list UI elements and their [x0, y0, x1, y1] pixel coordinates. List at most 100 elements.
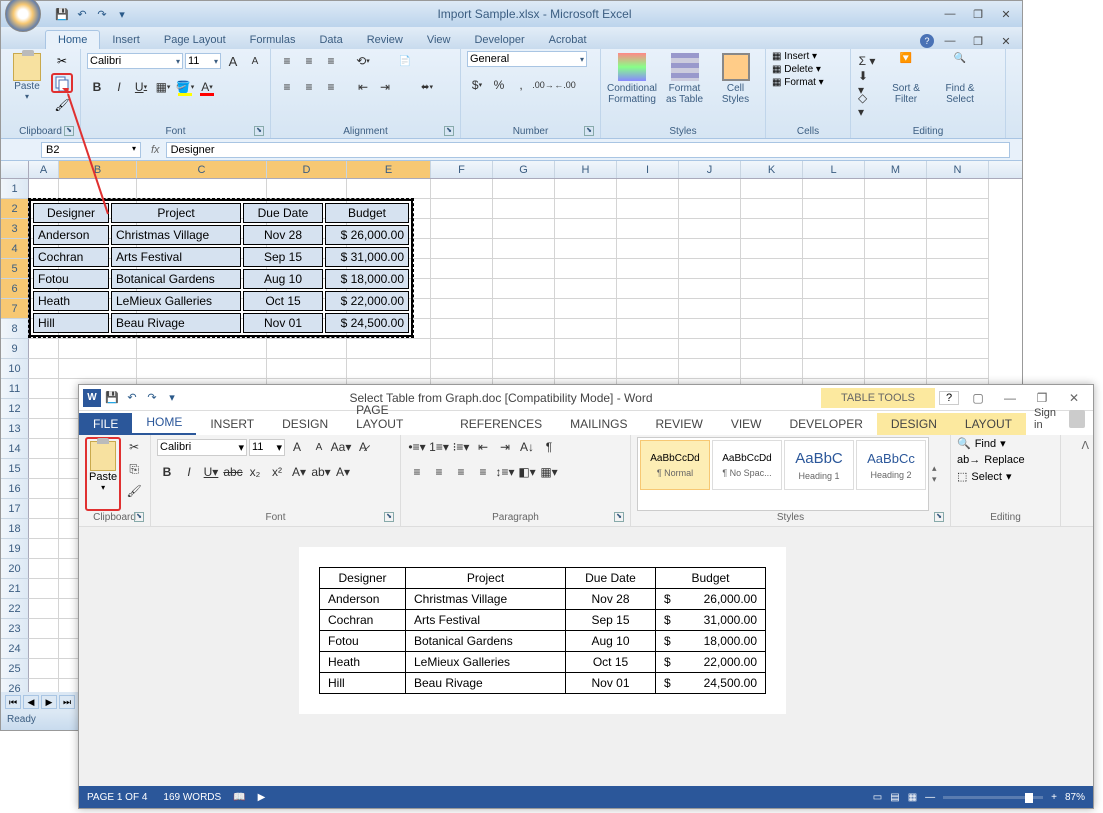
percent-format-icon[interactable]: %: [489, 75, 509, 95]
underline-button[interactable]: U▾: [131, 77, 151, 97]
word-data-table[interactable]: DesignerProjectDue DateBudgetAndersonChr…: [319, 567, 766, 694]
copy-button[interactable]: [51, 73, 73, 93]
word-text-effects[interactable]: A▾: [289, 462, 309, 482]
replace-button[interactable]: ab→ Replace: [957, 454, 1025, 466]
align-center[interactable]: ≡: [429, 462, 449, 482]
row-header-2[interactable]: 2: [1, 199, 29, 219]
zoom-level[interactable]: 87%: [1065, 792, 1085, 803]
row-header-9[interactable]: 9: [1, 339, 29, 359]
row-header-5[interactable]: 5: [1, 259, 29, 279]
alignment-dialog-launcher[interactable]: ⬊: [444, 126, 454, 136]
numbering-icon[interactable]: 1≡▾: [429, 437, 449, 457]
column-header-I[interactable]: I: [617, 161, 679, 178]
row-header-24[interactable]: 24: [1, 639, 29, 659]
sign-in-link[interactable]: Sign in: [1026, 403, 1093, 435]
style-heading-2[interactable]: AaBbCcHeading 2: [856, 440, 926, 490]
word-tab-insert[interactable]: INSERT: [196, 413, 268, 435]
fill-icon[interactable]: ⬇ ▾: [857, 73, 877, 93]
column-header-E[interactable]: E: [347, 161, 431, 178]
word-tab-page-layout[interactable]: PAGE LAYOUT: [342, 399, 446, 435]
doc-close-button[interactable]: ✕: [994, 33, 1018, 49]
row-header-1[interactable]: 1: [1, 179, 29, 199]
qat-customize-icon[interactable]: ▾: [113, 5, 131, 23]
borders-btn[interactable]: ▦▾: [539, 462, 559, 482]
word-tab-references[interactable]: REFERENCES: [446, 413, 556, 435]
column-header-H[interactable]: H: [555, 161, 617, 178]
tab-developer[interactable]: Developer: [462, 31, 536, 49]
borders-icon[interactable]: ▦▾: [153, 77, 173, 97]
align-right[interactable]: ≡: [451, 462, 471, 482]
column-header-D[interactable]: D: [267, 161, 347, 178]
zoom-slider[interactable]: [943, 796, 1043, 799]
view-print-icon[interactable]: ▤: [890, 792, 899, 803]
line-spacing-icon[interactable]: ↕≡▾: [495, 462, 515, 482]
orientation-icon[interactable]: ⟲▾: [353, 51, 373, 71]
word-styles-launcher[interactable]: ⬊: [934, 512, 944, 522]
word-highlight[interactable]: ab▾: [311, 462, 331, 482]
word-tab-mailings[interactable]: MAILINGS: [556, 413, 641, 435]
row-header-13[interactable]: 13: [1, 419, 29, 439]
row-header-12[interactable]: 12: [1, 399, 29, 419]
autosum-icon[interactable]: Σ ▾: [857, 51, 877, 71]
word-font-combo[interactable]: Calibri▾: [157, 439, 247, 456]
word-format-painter-icon[interactable]: 🖌: [124, 481, 144, 501]
shading-icon[interactable]: ◧▾: [517, 462, 537, 482]
row-header-18[interactable]: 18: [1, 519, 29, 539]
inc-indent-icon[interactable]: ⇥: [495, 437, 515, 457]
row-header-19[interactable]: 19: [1, 539, 29, 559]
column-header-J[interactable]: J: [679, 161, 741, 178]
word-paste-button[interactable]: Paste ▾: [85, 437, 121, 511]
align-right-icon[interactable]: ≡: [321, 77, 341, 97]
undo-icon[interactable]: ↶: [73, 5, 91, 23]
tab-acrobat[interactable]: Acrobat: [537, 31, 599, 49]
formula-input[interactable]: Designer: [166, 142, 1010, 158]
column-header-L[interactable]: L: [803, 161, 865, 178]
word-shrink-font[interactable]: A: [309, 437, 329, 457]
sort-icon[interactable]: A↓: [517, 437, 537, 457]
word-italic[interactable]: I: [179, 462, 199, 482]
align-bottom-icon[interactable]: ≡: [321, 51, 341, 71]
tab-review[interactable]: Review: [355, 31, 415, 49]
word-undo-icon[interactable]: ↶: [123, 389, 141, 407]
word-superscript[interactable]: x²: [267, 462, 287, 482]
select-button[interactable]: ⬚ Select ▾: [957, 470, 1025, 483]
name-box[interactable]: B2▾: [41, 142, 141, 158]
word-tab-design[interactable]: DESIGN: [268, 413, 342, 435]
column-header-M[interactable]: M: [865, 161, 927, 178]
word-clear-format[interactable]: A̷: [353, 437, 373, 457]
word-tab-table-design[interactable]: DESIGN: [877, 413, 951, 435]
shrink-font-icon[interactable]: A: [245, 51, 265, 71]
row-header-10[interactable]: 10: [1, 359, 29, 379]
number-dialog-launcher[interactable]: ⬊: [584, 126, 594, 136]
increase-decimal-icon[interactable]: .00→: [533, 75, 553, 95]
sort-filter-button[interactable]: 🔽 Sort & Filter: [881, 51, 931, 107]
word-save-icon[interactable]: 💾: [103, 389, 121, 407]
cell-styles-button[interactable]: Cell Styles: [712, 51, 759, 107]
format-painter-icon[interactable]: 🖌: [51, 95, 73, 115]
sheet-nav-last[interactable]: ⏭: [59, 695, 75, 709]
macro-icon[interactable]: ▶: [258, 792, 266, 803]
tab-data[interactable]: Data: [307, 31, 354, 49]
word-grow-font[interactable]: A: [287, 437, 307, 457]
word-tab-view[interactable]: VIEW: [717, 413, 776, 435]
cut-icon[interactable]: ✂: [51, 51, 73, 71]
view-web-icon[interactable]: ▦: [908, 792, 917, 803]
number-format-combo[interactable]: General▾: [467, 51, 587, 67]
font-dialog-launcher[interactable]: ⬊: [254, 126, 264, 136]
align-top-icon[interactable]: ≡: [277, 51, 297, 71]
tab-formulas[interactable]: Formulas: [238, 31, 308, 49]
word-tab-home[interactable]: HOME: [132, 411, 196, 435]
align-middle-icon[interactable]: ≡: [299, 51, 319, 71]
column-header-B[interactable]: B: [59, 161, 137, 178]
word-underline[interactable]: U▾: [201, 462, 221, 482]
sheet-nav-next[interactable]: ▶: [41, 695, 57, 709]
doc-minimize-button[interactable]: —: [938, 33, 962, 49]
decrease-decimal-icon[interactable]: ←.00: [555, 75, 575, 95]
clear-icon[interactable]: ◇ ▾: [857, 95, 877, 115]
word-paragraph-launcher[interactable]: ⬊: [614, 512, 624, 522]
column-header-K[interactable]: K: [741, 161, 803, 178]
paste-button[interactable]: Paste ▾: [7, 51, 47, 103]
word-strike[interactable]: abc: [223, 462, 243, 482]
tab-page-layout[interactable]: Page Layout: [152, 31, 238, 49]
word-app-icon[interactable]: W: [83, 389, 101, 407]
